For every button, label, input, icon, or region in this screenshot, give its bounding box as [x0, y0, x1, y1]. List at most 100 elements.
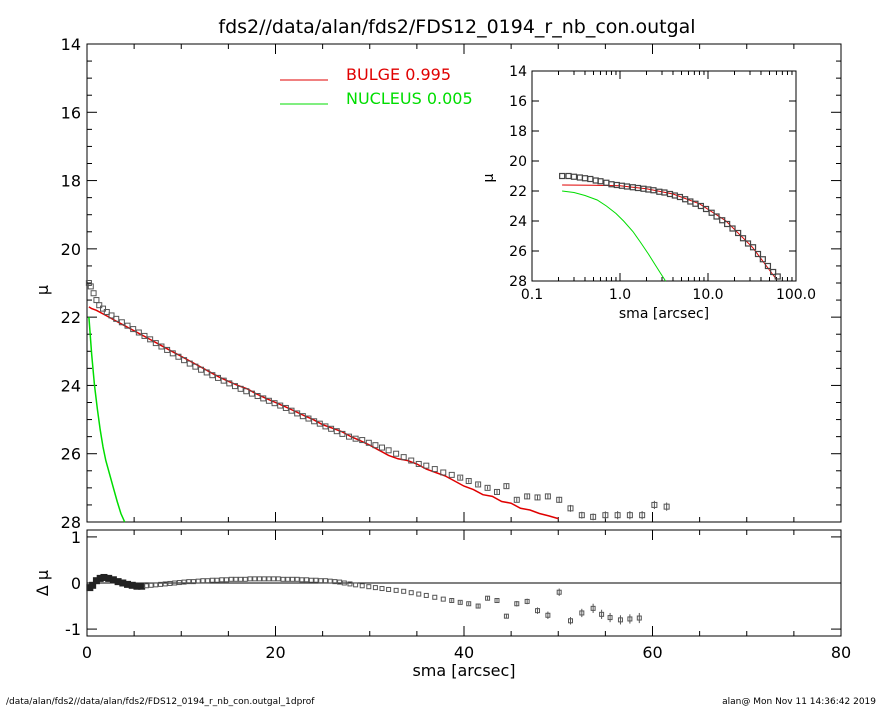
main-observed-point: [169, 350, 176, 357]
footer-timestamp: alan@ Mon Nov 11 14:36:42 2019: [722, 697, 876, 707]
residual-point: [514, 601, 520, 607]
inset-series: [559, 172, 781, 282]
residual-point: [242, 576, 248, 582]
residual-point: [158, 581, 164, 587]
inset-y-axis-label: μ: [481, 173, 497, 182]
residual-point: [275, 576, 281, 582]
main-observed-point: [198, 366, 205, 373]
main-observed-point: [567, 505, 574, 512]
main-observed-point: [93, 297, 100, 304]
main-bulge-line: [88, 306, 559, 520]
main-observed-point: [164, 346, 171, 353]
inset-y-tick-label: 26: [509, 244, 527, 260]
residual-point: [617, 617, 623, 623]
residual-point: [524, 598, 530, 604]
residual-point: [280, 576, 286, 582]
main-observed-point: [299, 413, 306, 420]
main-observed-point: [465, 478, 472, 485]
residual-point: [599, 611, 605, 617]
main-nucleus-line: [88, 317, 126, 523]
main-observed-point: [663, 503, 670, 510]
main-observed-point: [651, 501, 658, 508]
legend-nucleus-label: NUCLEUS 0.005: [346, 89, 473, 108]
residual-panel: 10-10 20 40 60 80 Δ μ sma [arcsec]: [33, 528, 851, 680]
residual-point: [238, 576, 244, 582]
main-y-tick-label: 28: [61, 513, 81, 532]
inset-nucleus-line: [562, 190, 667, 282]
residual-point: [299, 577, 305, 583]
residual-point: [162, 581, 168, 587]
residual-point: [318, 578, 324, 584]
inset-y-tick-label: 20: [509, 154, 527, 170]
main-observed-point: [556, 496, 563, 503]
main-y-tick-label: 24: [61, 376, 81, 395]
inset-observed-point: [770, 268, 777, 276]
inset-observed-point: [650, 187, 657, 194]
main-y-tick-label: 20: [61, 240, 81, 259]
main-observed-point: [271, 400, 278, 407]
residual-point: [590, 605, 596, 611]
main-observed-point: [192, 363, 199, 370]
residual-point: [337, 579, 343, 585]
residual-point: [172, 580, 178, 586]
inset-x-tick-label: 100.0: [776, 287, 816, 303]
main-y-tick-label: 16: [61, 103, 81, 122]
main-observed-point: [152, 340, 159, 347]
inset-observed-point: [597, 178, 604, 185]
residual-point: [181, 579, 187, 585]
residual-point: [636, 615, 642, 621]
residual-point: [176, 580, 182, 586]
main-observed-point: [294, 410, 301, 417]
inset-observed-point: [754, 250, 762, 258]
main-y-tick-label: 26: [61, 445, 81, 464]
main-observed-point: [248, 390, 255, 397]
main-y-tick-label: 22: [61, 308, 81, 327]
main-observed-point: [237, 385, 244, 392]
residual-point: [494, 598, 500, 604]
residual-point: [271, 576, 277, 582]
main-panel: 14 16 18 20 22 24 26 28 μ BULGE 0.995 NUCLEUS 0…: [33, 35, 842, 532]
main-observed-point: [322, 423, 329, 430]
residual-point: [386, 586, 392, 592]
residual-point: [200, 578, 206, 584]
main-y-tick-label: 18: [61, 172, 81, 191]
main-observed-point: [226, 380, 233, 387]
residual-point: [627, 616, 633, 622]
main-observed-point: [423, 462, 430, 469]
residual-point: [205, 578, 211, 584]
residual-point: [372, 585, 378, 591]
main-observed-point: [181, 357, 188, 364]
inset-observed-point: [735, 229, 742, 237]
residual-point: [89, 581, 97, 589]
inset-panel: 14 16 18 20 22 24 26 280.1 1.0 10.0 100.0 μ sma [a…: [481, 64, 816, 322]
residual-point: [503, 613, 509, 619]
residual-point: [233, 576, 239, 582]
main-observed-point: [513, 496, 520, 503]
residual-point: [379, 586, 385, 592]
main-observed-point: [385, 447, 392, 454]
main-observed-point: [103, 309, 110, 316]
inset-axes: 14 16 18 20 22 24 26 280.1 1.0 10.0 100.0: [509, 64, 816, 303]
inset-observed-point: [744, 240, 752, 247]
residual-point: [408, 590, 414, 596]
residual-point: [138, 582, 146, 590]
inset-observed-point: [713, 213, 720, 220]
residual-point: [353, 582, 359, 588]
residual-point: [256, 576, 262, 582]
main-observed-point: [614, 512, 621, 519]
main-observed-point: [393, 450, 400, 457]
residual-point: [261, 576, 267, 582]
residual-point: [359, 583, 365, 589]
main-observed-point: [215, 374, 222, 381]
inset-observed-point: [739, 235, 747, 242]
inset-observed-point: [708, 209, 715, 216]
residual-point: [285, 576, 291, 582]
chart-title: fds2//data/alan/fds2/FDS12_0194_r_nb_con…: [218, 16, 695, 38]
residual-axes: 10-10 20 40 60 80: [65, 528, 851, 662]
main-observed-point: [352, 435, 359, 442]
inset-y-tick-label: 14: [509, 64, 527, 80]
residual-y-axis-label: Δ μ: [33, 570, 52, 596]
inset-y-tick-label: 16: [509, 94, 527, 110]
residual-point: [304, 577, 310, 583]
